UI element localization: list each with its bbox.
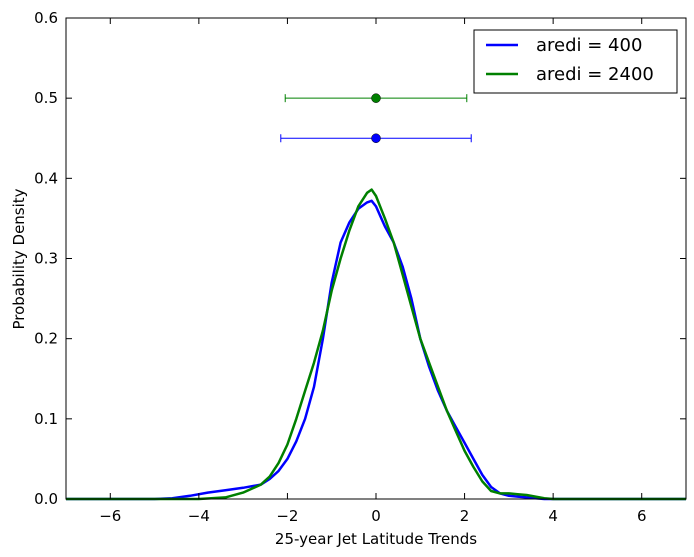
x-tick-label: 6 xyxy=(637,507,647,525)
x-tick-label: −6 xyxy=(99,507,121,525)
legend-box xyxy=(473,29,678,94)
plot-frame xyxy=(65,17,687,500)
x-tick-label: −2 xyxy=(276,507,298,525)
y-tick-label: 0.5 xyxy=(34,89,58,107)
y-tick-label: 0.3 xyxy=(34,250,58,268)
y-axis-label: Probability Density xyxy=(10,188,28,329)
legend: aredi = 400 aredi = 2400 xyxy=(473,29,678,94)
axes: −6 −4 −2 0 2 4 6 0.0 0.1 0.2 0.3 0.4 0.5 0.6 xyxy=(34,9,686,525)
x-tick-label: 4 xyxy=(548,507,558,525)
x-axis-label: 25-year Jet Latitude Trends xyxy=(275,530,477,548)
x-tick-label: −4 xyxy=(188,507,210,525)
mean-marker-aredi-2400 xyxy=(371,93,381,103)
y-tick-label: 0.1 xyxy=(34,410,58,428)
y-tick-label: 0.2 xyxy=(34,330,58,348)
series-line-aredi-400 xyxy=(66,199,686,501)
series-line-aredi-2400 xyxy=(66,188,686,501)
x-tick-label: 0 xyxy=(371,507,381,525)
legend-label-aredi-2400: aredi = 2400 xyxy=(536,64,654,85)
mean-marker-aredi-400 xyxy=(371,133,381,143)
y-tick-label: 0.0 xyxy=(34,490,58,508)
legend-label-aredi-400: aredi = 400 xyxy=(536,35,642,56)
y-tick-label: 0.4 xyxy=(34,169,58,187)
plot-area xyxy=(66,93,686,501)
y-tick-label: 0.6 xyxy=(34,9,58,27)
x-tick-label: 2 xyxy=(460,507,470,525)
